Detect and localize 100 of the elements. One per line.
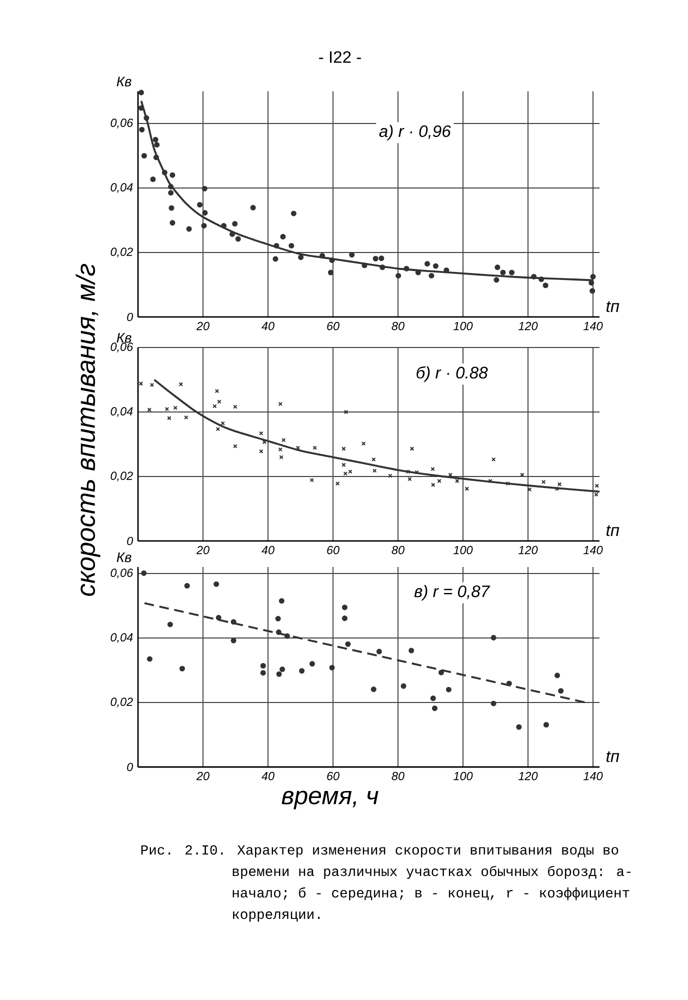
point	[380, 264, 386, 270]
y-axis-title: Кв	[116, 332, 132, 343]
point	[186, 226, 192, 232]
point	[376, 648, 382, 654]
point	[557, 482, 562, 486]
point	[278, 447, 282, 452]
x-tick-label: 40	[262, 772, 274, 780]
point	[531, 274, 537, 280]
point	[372, 256, 378, 262]
point	[329, 664, 335, 670]
point	[170, 220, 176, 226]
x-tick-label: 100	[453, 322, 473, 330]
point	[276, 671, 282, 677]
point	[538, 276, 544, 282]
point	[275, 616, 281, 622]
point	[162, 170, 168, 176]
point	[410, 446, 414, 451]
point	[446, 686, 452, 692]
point	[288, 242, 294, 248]
y-tick-label: 0	[127, 312, 134, 322]
point	[280, 234, 286, 240]
point	[232, 221, 238, 227]
point	[298, 254, 304, 260]
point	[168, 190, 174, 196]
y-tick-label: 0,04	[110, 183, 133, 193]
point	[168, 205, 174, 211]
point	[543, 722, 549, 728]
point	[506, 481, 510, 486]
point	[590, 288, 596, 294]
x-tick-label: 20	[196, 322, 210, 330]
point	[342, 616, 348, 622]
point	[309, 661, 315, 667]
point	[260, 662, 266, 668]
x-tick-label: 120	[518, 322, 538, 330]
point	[144, 115, 150, 121]
x-tick-label: 100	[453, 546, 473, 554]
x-tick-label: 140	[584, 546, 603, 554]
point	[139, 126, 145, 132]
point	[201, 222, 207, 228]
point	[372, 457, 376, 462]
y-tick-label: 0	[127, 762, 134, 772]
point	[408, 648, 414, 654]
point	[278, 598, 284, 604]
x-tick-label: 20	[196, 546, 210, 554]
point	[202, 210, 208, 216]
point	[494, 277, 500, 283]
point	[344, 410, 348, 414]
point	[276, 629, 282, 635]
x-tick-label: 140	[584, 322, 603, 330]
point	[235, 236, 241, 242]
point	[179, 666, 185, 672]
point	[432, 263, 438, 269]
point	[396, 272, 402, 278]
point	[196, 202, 203, 208]
y-tick-label: 0,02	[110, 698, 133, 708]
x-tick-label: 120	[518, 772, 538, 780]
point	[520, 472, 524, 478]
point	[230, 638, 236, 644]
point	[250, 204, 256, 210]
point	[432, 706, 438, 712]
text: скорость впитывания, м/г	[76, 264, 100, 596]
point	[184, 415, 188, 420]
text: в) r = 0,87	[414, 585, 490, 600]
point	[153, 154, 159, 160]
y-tick-label: 0,06	[110, 568, 134, 578]
point	[590, 274, 596, 280]
point	[400, 683, 406, 689]
text: б) r · 0.88	[416, 366, 488, 382]
x-tick-label: 40	[262, 322, 274, 330]
x-axis-title: tп	[606, 525, 620, 536]
point	[150, 382, 154, 388]
y-tick-label: 0,06	[110, 118, 134, 128]
y-axis-title: Кв	[116, 552, 132, 562]
point	[280, 666, 286, 672]
point	[299, 668, 305, 674]
point	[528, 487, 532, 492]
point	[430, 482, 436, 487]
point	[408, 476, 412, 482]
point	[490, 634, 496, 640]
x-tick-label: 120	[518, 546, 538, 554]
point	[494, 264, 500, 270]
point	[202, 186, 208, 192]
text: время, ч	[282, 790, 378, 810]
y-tick-label: 0	[127, 536, 134, 546]
x-axis-title: tп	[606, 301, 620, 312]
text: а) r · 0,96	[379, 124, 451, 140]
point	[424, 261, 430, 267]
point	[406, 470, 410, 474]
text: - I22 -	[319, 51, 361, 63]
point	[221, 222, 227, 228]
point	[216, 614, 222, 620]
x-tick-label: 100	[453, 772, 473, 780]
y-tick-label: 0,04	[110, 407, 133, 417]
text: Рис. 2.I0. Характер изменения скорости впитывания воды во времени на различных участках обычных борозд: а- начало; б - середина; в - конец, r - коэффициент корреляции.	[141, 845, 631, 922]
point	[260, 670, 266, 676]
point	[490, 700, 496, 706]
point	[594, 484, 600, 488]
x-tick-label: 20	[196, 772, 210, 780]
point	[437, 478, 442, 484]
point	[438, 670, 444, 676]
